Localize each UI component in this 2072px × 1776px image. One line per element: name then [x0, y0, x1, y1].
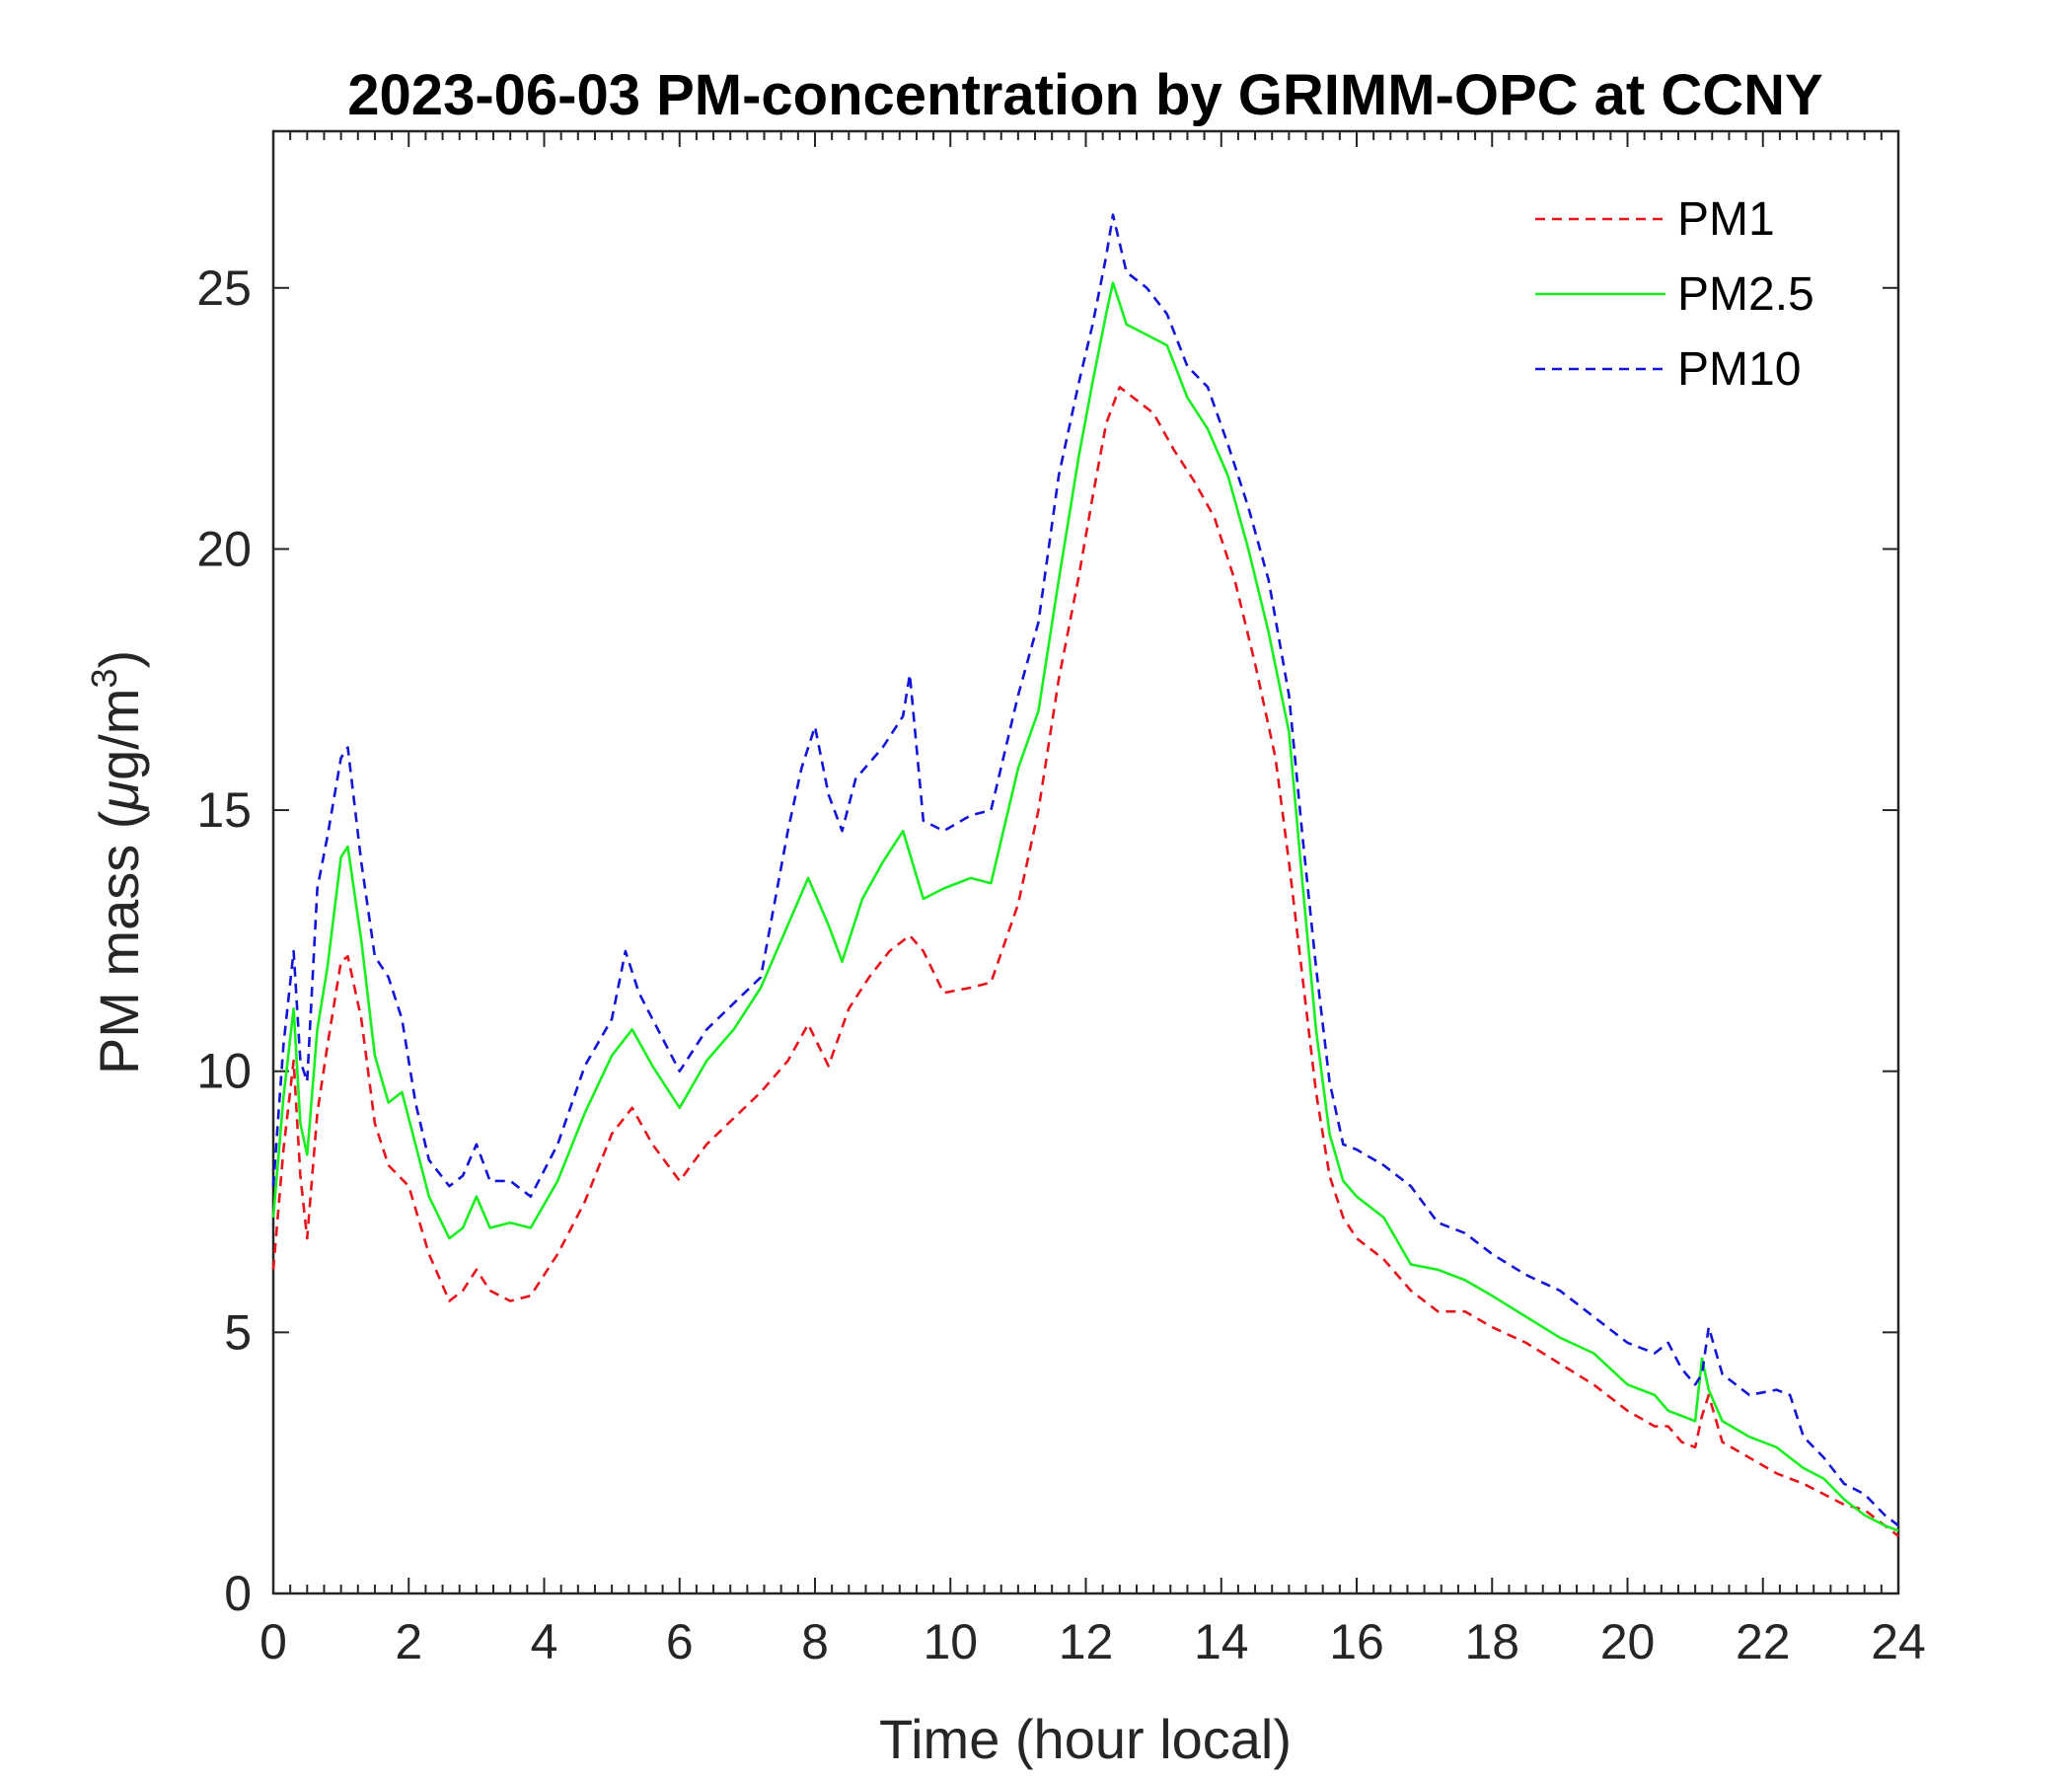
y-axis-label-main: PM mass ( — [88, 810, 150, 1074]
series-line-pm1 — [271, 385, 1899, 1537]
y-axis-label-unit: g/m — [88, 689, 150, 780]
x-tick-label: 14 — [1194, 1614, 1249, 1669]
x-tick-labels: 0 2 4 6 8 10 12 14 16 18 20 22 24 — [259, 1614, 1926, 1669]
y-tick-label: 5 — [224, 1304, 252, 1360]
legend-label-pm1: PM1 — [1677, 193, 1775, 246]
x-tick-label: 20 — [1600, 1614, 1656, 1669]
x-tick-label: 24 — [1871, 1614, 1926, 1669]
x-tick-label: 18 — [1464, 1614, 1519, 1669]
y-tick-label: 10 — [196, 1044, 252, 1099]
y-tick-labels: 0 5 10 15 20 25 — [196, 260, 252, 1621]
y-tick-label: 25 — [196, 260, 252, 316]
y-tick-label: 0 — [224, 1566, 252, 1621]
legend-label-pm25: PM2.5 — [1677, 268, 1814, 321]
plot-area — [271, 129, 1900, 1595]
chart-title: 2023-06-03 PM-concentration by GRIMM-OPC… — [347, 63, 1822, 127]
y-tick-label: 15 — [196, 782, 252, 838]
y-axis-label-close: ) — [88, 650, 150, 669]
y-axis-label: PM mass (μg/m3) — [84, 650, 150, 1074]
x-tick-label: 22 — [1736, 1614, 1791, 1669]
y-axis-label-sup: 3 — [84, 669, 124, 689]
x-tick-label: 12 — [1059, 1614, 1114, 1669]
y-tick-label: 20 — [196, 521, 252, 576]
series-lines — [271, 213, 1899, 1537]
series-line-pm25 — [271, 281, 1899, 1532]
x-tick-label: 8 — [801, 1614, 829, 1669]
minor-ticks — [289, 131, 1883, 1593]
x-tick-label: 0 — [259, 1614, 287, 1669]
x-tick-label: 6 — [666, 1614, 694, 1669]
x-tick-label: 4 — [531, 1614, 558, 1669]
y-axis-label-mu: μ — [88, 780, 150, 813]
x-tick-label: 16 — [1329, 1614, 1384, 1669]
legend: PM1 PM2.5 PM10 — [1535, 193, 1814, 396]
series-line-pm10 — [271, 213, 1899, 1527]
x-tick-label: 2 — [395, 1614, 422, 1669]
major-ticks — [272, 131, 1899, 1594]
x-tick-label: 10 — [923, 1614, 978, 1669]
x-axis-label: Time (hour local) — [879, 1708, 1292, 1770]
legend-label-pm10: PM10 — [1677, 343, 1801, 396]
